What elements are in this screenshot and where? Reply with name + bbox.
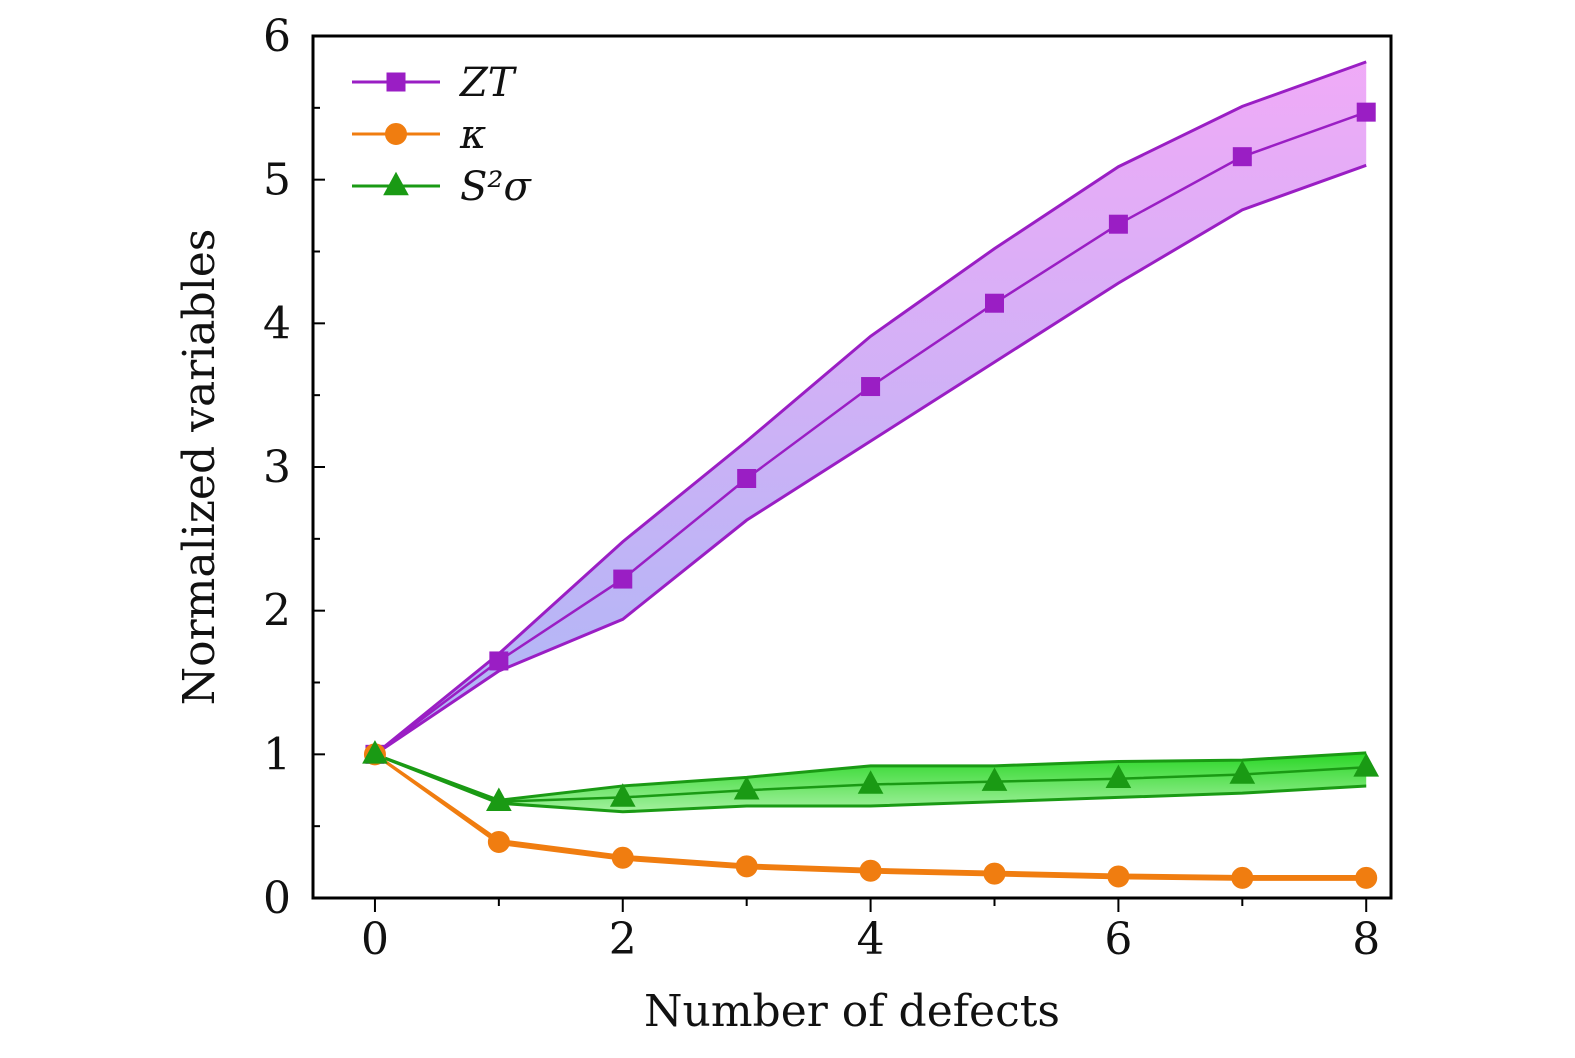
legend-label: ZT [458,60,518,106]
legend-label: κ [459,112,486,158]
data-point [1232,147,1252,167]
legend-marker [385,123,407,145]
legend: ZT κ S²σ [352,60,532,210]
x-axis-title: Number of defects [644,986,1060,1037]
data-point [1231,866,1254,889]
y-tick-label: 1 [263,729,291,780]
y-tick-label: 4 [263,298,291,349]
data-point [1105,764,1132,789]
data-point [609,783,636,807]
data-point [981,767,1008,791]
data-point [1107,865,1130,888]
y-tick-label: 3 [263,442,291,493]
data-point [611,846,634,869]
data-point [1229,760,1256,784]
ticks-layer: 0 2 4 6 8 0 1 2 3 4 5 6 [263,11,1380,965]
y-tick-label: 5 [263,155,291,206]
legend-label: S²σ [460,164,532,210]
x-tick-label: 0 [361,914,389,965]
lower-bound-line [374,752,1367,814]
data-point [489,651,509,671]
data-point [362,740,388,764]
x-tick-label: 6 [1104,914,1132,965]
data-point [737,468,757,488]
lines-layer [374,60,1367,881]
data-point [861,377,881,397]
data-point [983,862,1006,885]
upper-bound-line [374,60,1367,756]
data-point [1355,866,1378,889]
data-point [613,569,633,589]
data-point [1353,753,1380,777]
data-point [486,787,512,812]
legend-marker [383,171,409,196]
x-tick-label: 8 [1352,914,1380,965]
data-point [487,830,510,853]
data-point [735,855,758,878]
y-tick-label: 2 [263,586,291,637]
lower-bound-line [374,163,1367,756]
upper-bound-line [374,751,1367,802]
markers-layer [362,102,1380,889]
legend-marker [386,72,406,92]
data-point [857,770,884,794]
data-point [984,293,1004,313]
data-point [1356,102,1376,122]
data-point [1108,214,1128,234]
data-point [733,776,760,800]
y-tick-label: 0 [263,873,291,924]
x-tick-label: 4 [857,914,885,965]
data-point [859,859,882,882]
y-tick-label: 6 [263,11,291,62]
y-axis-title: Normalized variables [174,229,225,706]
x-tick-label: 2 [609,914,637,965]
